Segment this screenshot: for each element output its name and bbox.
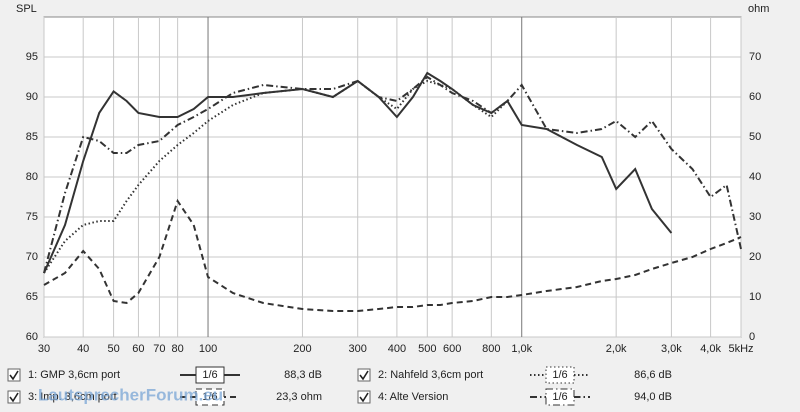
y-tick-label: 85 [26, 131, 38, 143]
series-line [43, 79, 509, 274]
y2-tick-label: 10 [749, 291, 761, 303]
x-tick-label: 30 [38, 343, 50, 355]
legend-check [9, 392, 19, 403]
x-tick-label: 2,0k [606, 343, 627, 355]
series-line [43, 198, 742, 312]
legend-smoothing: 1/6 [552, 369, 567, 381]
legend-checkbox [357, 368, 371, 382]
y-tick-label: 70 [26, 251, 38, 263]
y-tick-label: 65 [26, 291, 38, 303]
y-tick-label: 80 [26, 171, 38, 183]
legend-symbol-box [545, 366, 575, 384]
y-tick-label: 95 [26, 51, 38, 63]
x-tick-label: 80 [172, 343, 184, 355]
y2-axis-label: ohm [748, 3, 769, 15]
legend-checkbox [7, 390, 21, 404]
y2-tick-label: 50 [749, 131, 761, 143]
x-tick-label: 300 [349, 343, 367, 355]
legend-label: 4: Alte Version [378, 391, 448, 403]
x-tick-label: 5kHz [728, 343, 753, 355]
y2-tick-label: 40 [749, 171, 761, 183]
x-tick-label: 40 [77, 343, 89, 355]
y-tick-label: 90 [26, 91, 38, 103]
legend-smoothing: 1/6 [202, 391, 217, 403]
x-tick-label: 3,0k [661, 343, 682, 355]
y2-tick-label: 20 [749, 251, 761, 263]
legend-check [359, 370, 369, 381]
legend-check [9, 370, 19, 381]
y2-tick-label: 30 [749, 211, 761, 223]
legend-value: 23,3 ohm [276, 391, 322, 403]
x-tick-label: 100 [199, 343, 217, 355]
y2-tick-label: 0 [749, 331, 755, 343]
legend-label: 1: GMP 3,6cm port [28, 369, 120, 381]
x-tick-label: 600 [443, 343, 461, 355]
y-tick-label: 75 [26, 211, 38, 223]
legend-smoothing: 1/6 [202, 369, 217, 381]
legend-symbol-box [545, 388, 575, 406]
legend-symbol-box [195, 388, 225, 406]
legend-label: 2: Nahfeld 3,6cm port [378, 369, 483, 381]
legend-symbol-box [195, 366, 225, 384]
x-tick-label: 800 [482, 343, 500, 355]
legend-checkbox [357, 390, 371, 404]
legend-check [359, 392, 369, 403]
x-tick-label: 200 [293, 343, 311, 355]
watermark: LautsprecherForum.eu [38, 385, 223, 404]
series-line [43, 75, 742, 274]
legend-smoothing: 1/6 [552, 391, 567, 403]
x-tick-label: 400 [388, 343, 406, 355]
y-tick-label: 60 [26, 331, 38, 343]
legend-checkbox [7, 368, 21, 382]
legend-label: 3: Imp. 3,6cm port [28, 391, 117, 403]
x-tick-label: 4,0k [700, 343, 721, 355]
y2-tick-label: 70 [749, 51, 761, 63]
y-axis-label: SPL [16, 3, 37, 15]
legend-value: 94,0 dB [634, 391, 672, 403]
legend-value: 88,3 dB [284, 369, 322, 381]
y2-tick-label: 60 [749, 91, 761, 103]
x-tick-label: 1,0k [511, 343, 532, 355]
x-tick-label: 60 [132, 343, 144, 355]
x-tick-label: 500 [418, 343, 436, 355]
legend-value: 86,6 dB [634, 369, 672, 381]
x-tick-label: 50 [107, 343, 119, 355]
x-tick-label: 70 [153, 343, 165, 355]
